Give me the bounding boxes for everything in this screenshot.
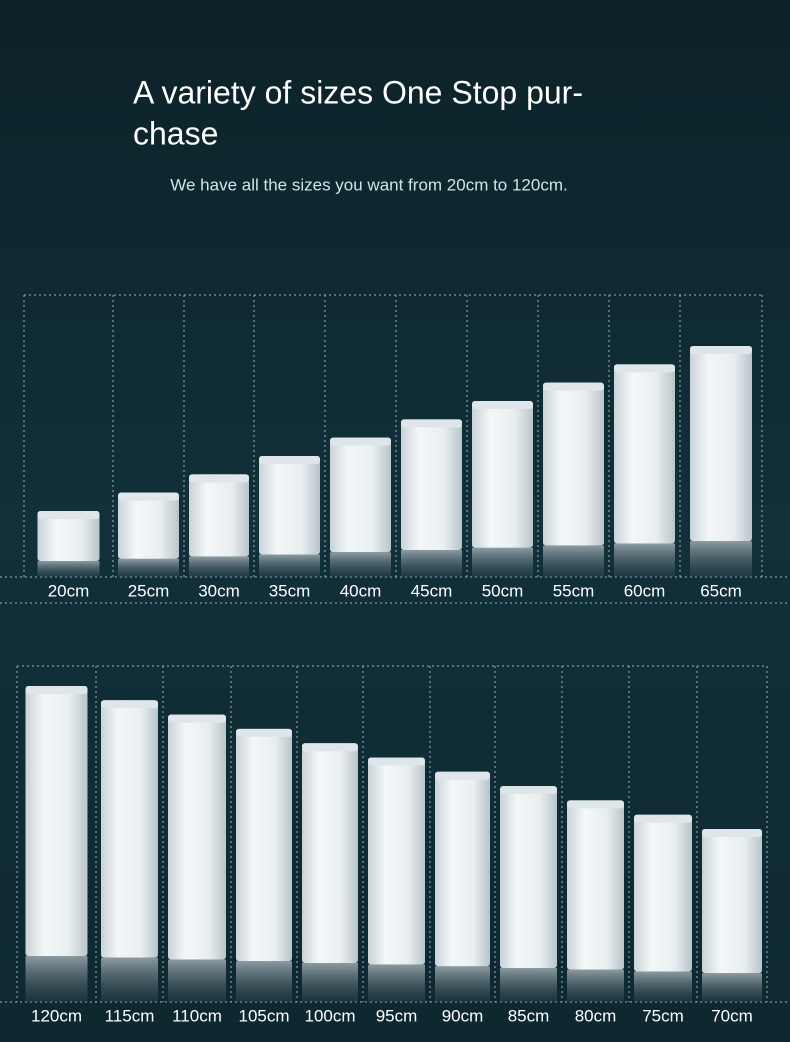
size-label: 75cm [642,1006,684,1025]
roll-cap [302,743,358,752]
roll-reflection [330,552,391,577]
size-label: 70cm [711,1006,753,1025]
roll-reflection [543,545,604,577]
title-line: chase [133,115,218,151]
roll [330,437,391,553]
roll-cap [25,686,88,694]
roll [401,419,462,551]
roll-reflection [702,973,762,1002]
roll-cap [543,382,604,391]
size-label: 105cm [238,1006,289,1025]
roll [634,814,692,972]
size-label: 110cm [172,1006,222,1025]
roll [690,346,752,542]
size-label: 50cm [482,581,524,600]
roll-cap [368,757,425,766]
roll-reflection [614,543,675,577]
size-label: 60cm [624,581,666,600]
roll-cap [330,437,391,446]
roll-cap [567,800,624,809]
roll-reflection [118,558,179,577]
size-label: 90cm [442,1006,484,1025]
roll-cap [500,786,557,795]
roll [368,757,425,965]
roll [702,829,762,974]
size-label: 25cm [128,581,170,600]
roll-cap [614,364,675,373]
roll [259,456,320,555]
roll-reflection [25,956,88,1002]
size-label: 85cm [508,1006,550,1025]
roll [236,728,292,962]
size-label: 65cm [700,581,742,600]
size-label: 20cm [48,581,90,600]
roll-cap [634,814,692,823]
roll [37,511,100,562]
size-label: 95cm [376,1006,418,1025]
roll-reflection [500,968,557,1002]
roll-cap [259,456,320,464]
size-label: 55cm [553,581,595,600]
roll-cap [472,401,533,409]
size-label: 115cm [105,1006,155,1025]
roll-cap [435,771,490,780]
roll-reflection [302,962,358,1002]
roll-reflection [472,547,533,577]
roll-reflection [236,961,292,1002]
roll-reflection [37,561,100,577]
size-label: 100cm [304,1006,355,1025]
roll [500,786,557,969]
title-line: A variety of sizes One Stop pur- [133,74,583,110]
roll-cap [702,829,762,837]
roll-reflection [634,971,692,1002]
roll [435,771,490,967]
roll-cap [401,419,462,428]
roll-reflection [368,964,425,1002]
size-label: 45cm [411,581,453,600]
roll [302,743,358,963]
roll [543,382,604,546]
roll-reflection [101,957,158,1002]
size-label: 80cm [575,1006,617,1025]
roll [567,800,624,970]
roll [101,700,158,958]
roll-reflection [435,966,490,1002]
roll [472,401,533,548]
roll-reflection [168,959,226,1002]
size-label: 120cm [31,1006,82,1025]
roll [25,686,88,957]
roll-reflection [259,554,320,577]
roll [168,714,226,960]
roll-reflection [401,550,462,577]
roll-cap [37,511,100,519]
size-label: 30cm [198,581,240,600]
roll-cap [101,700,158,709]
roll-reflection [567,969,624,1002]
roll-cap [168,714,226,723]
roll-reflection [690,541,752,577]
roll-cap [189,474,249,483]
size-label: 35cm [269,581,311,600]
roll [118,492,179,559]
size-label: 40cm [340,581,382,600]
roll [614,364,675,544]
roll-cap [690,346,752,354]
roll-reflection [189,556,249,577]
roll-cap [236,728,292,737]
roll-cap [118,492,179,501]
roll [189,474,249,557]
subtitle: We have all the sizes you want from 20cm… [170,175,567,194]
size-rows: 20cm 25cm 30cm 35cm 40cm 45cm 50cm 55cm 60cm 65cm… [0,294,790,1025]
